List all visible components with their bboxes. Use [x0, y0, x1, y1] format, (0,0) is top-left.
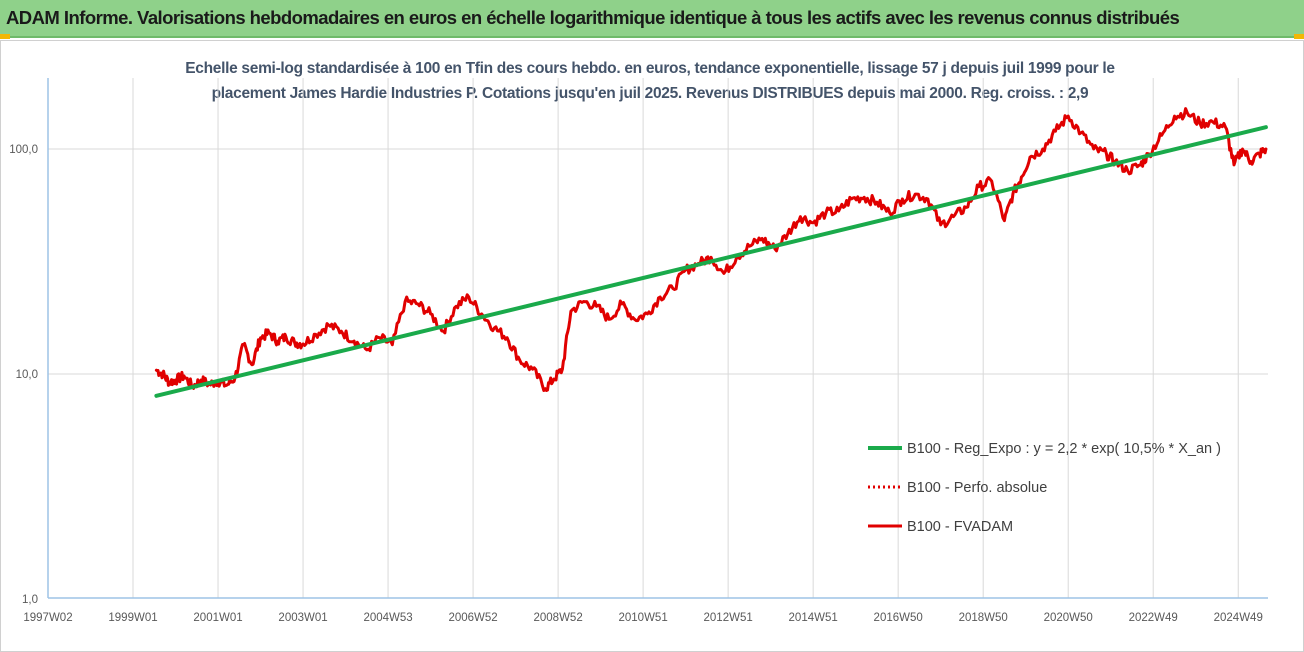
x-tick-label: 2001W01: [193, 612, 242, 624]
x-tick-label: 2014W51: [789, 612, 838, 624]
x-tick-label: 2006W52: [448, 612, 497, 624]
x-tick-label: 2018W50: [959, 612, 1008, 624]
y-tick-label: 100,0: [9, 144, 38, 156]
x-tick-label: 2008W52: [533, 612, 582, 624]
x-tick-label: 2016W50: [874, 612, 923, 624]
x-tick-label: 2020W50: [1044, 612, 1093, 624]
x-tick-label: 2024W49: [1214, 612, 1263, 624]
header-banner: ADAM Informe. Valorisations hebdomadaire…: [0, 0, 1304, 38]
legend: B100 - Reg_Expo : y = 2,2 * exp( 10,5% *…: [868, 441, 1221, 535]
series-line-2: [154, 107, 1268, 392]
x-tick-label: 2010W51: [619, 612, 668, 624]
corner-mark-left: [0, 34, 10, 39]
x-tick-label: 2012W51: [704, 612, 753, 624]
header-title: ADAM Informe. Valorisations hebdomadaire…: [6, 7, 1180, 28]
legend-label: B100 - Reg_Expo : y = 2,2 * exp( 10,5% *…: [907, 441, 1221, 457]
y-tick-label: 1,0: [22, 594, 38, 606]
axis-layer: 1997W02 1999W01 2001W01 2003W01 2004W53 2006W…: [9, 78, 1268, 624]
series-layer: [154, 107, 1268, 398]
legend-label: B100 - FVADAM: [907, 519, 1013, 535]
x-tick-label: 2003W01: [278, 612, 327, 624]
grid-layer: [48, 78, 1268, 598]
x-tick-label: 1999W01: [108, 612, 157, 624]
x-tick-label: 2004W53: [363, 612, 412, 624]
chart-subtitle: Echelle semi-log standardisée à 100 en T…: [120, 56, 1180, 106]
legend-label: B100 - Perfo. absolue: [907, 480, 1047, 496]
chart-subtitle-line-2: placement James Hardie Industries P. Cot…: [211, 85, 1089, 102]
chart-subtitle-line-1: Echelle semi-log standardisée à 100 en T…: [185, 60, 1115, 77]
corner-mark-right: [1294, 34, 1304, 39]
x-tick-label: 1997W02: [23, 612, 72, 624]
series-line-0: [154, 125, 1268, 398]
y-tick-label: 10,0: [16, 369, 38, 381]
x-tick-label: 2022W49: [1129, 612, 1178, 624]
